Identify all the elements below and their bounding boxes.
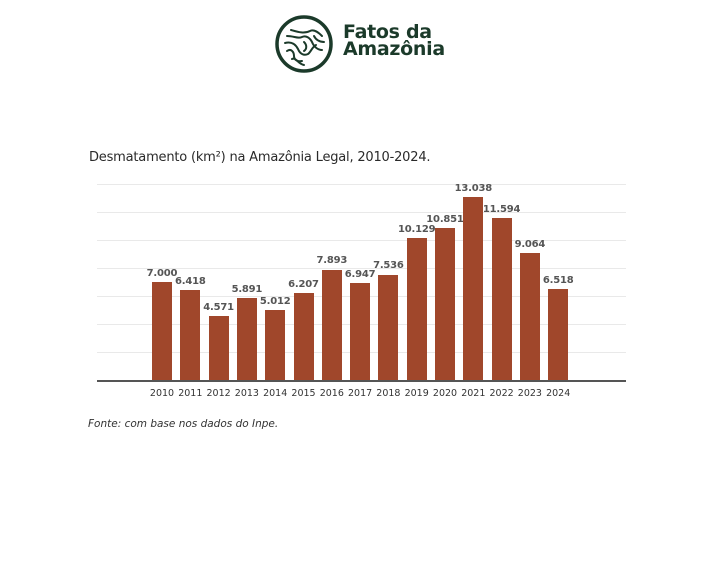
gridline: [97, 184, 626, 185]
x-axis-label: 2022: [489, 388, 514, 399]
bar-2024: [548, 288, 569, 380]
bar-value-label: 9.064: [514, 239, 546, 251]
bar-2019: [406, 238, 427, 380]
bar-2020: [435, 228, 455, 380]
chart-source: Fonte: com base nos dados do Inpe.: [88, 418, 279, 430]
brand-logo: Fatos da Amazônia: [274, 14, 445, 76]
x-axis-label: 2017: [348, 388, 373, 399]
bar-value-label: 10.129: [397, 224, 436, 236]
bar-value-label: 6.947: [344, 268, 376, 280]
x-axis-line: [97, 380, 626, 382]
x-axis-label: 2023: [517, 388, 542, 399]
bar-2018: [378, 274, 399, 380]
bar-2021: [463, 197, 484, 380]
bar-value-label: 10.851: [426, 214, 464, 226]
bar-2022: [491, 217, 512, 380]
x-axis-label: 2011: [178, 388, 203, 399]
bar-2017: [350, 282, 371, 380]
x-axis-label: 2020: [432, 388, 458, 399]
bar-2013: [236, 297, 257, 380]
brand-line-2: Amazônia: [343, 38, 445, 60]
bar-chart-plot-area: 7.000 6.418 4.571 5.891 5.012 6.207 7.893 6.947…: [97, 183, 626, 382]
brand-name: Fatos da Amazônia: [343, 21, 445, 60]
brand-line-1: Fatos da: [343, 21, 432, 43]
bar-value-label: 4.571: [203, 302, 234, 313]
bar-value-label: 7.000: [146, 268, 178, 279]
x-axis-label: 2024: [546, 388, 571, 399]
bar-value-label: 11.594: [482, 203, 521, 215]
fatos-da-amazonia-logo-icon: [275, 15, 333, 73]
bar-2011: [180, 290, 201, 380]
x-axis-label: 2019: [404, 388, 429, 399]
bar-value-label: 7.536: [373, 260, 404, 272]
bar-2016: [321, 269, 342, 380]
x-axis-label: 2012: [206, 388, 231, 399]
x-axis-label: 2014: [263, 388, 288, 399]
bar-value-label: 6.207: [288, 279, 319, 291]
x-axis-label: 2013: [234, 388, 259, 399]
x-axis-label: 2018: [376, 388, 401, 399]
bar-2015: [293, 293, 314, 380]
bar-value-label: 7.893: [316, 255, 348, 267]
bar-value-label: 5.891: [231, 283, 263, 295]
gridline: [97, 268, 626, 269]
bar-2010: [152, 282, 172, 380]
bar-value-label: 5.012: [259, 295, 291, 307]
chart-title: Desmatamento (km²) na Amazônia Legal, 20…: [89, 150, 431, 165]
x-axis-label: 2015: [291, 388, 316, 399]
gridline: [97, 212, 626, 213]
bar-value-label: 13.038: [454, 183, 493, 195]
bar-2014: [265, 309, 286, 380]
x-axis-label: 2010: [149, 388, 175, 399]
gridline: [97, 240, 626, 241]
bar-value-label: 6.418: [174, 276, 206, 288]
x-axis-label: 2016: [319, 388, 344, 399]
bar-value-label: 6.518: [542, 274, 574, 286]
x-axis-label: 2021: [461, 388, 486, 399]
bar-2023: [519, 253, 540, 380]
bar-2012: [208, 316, 229, 380]
